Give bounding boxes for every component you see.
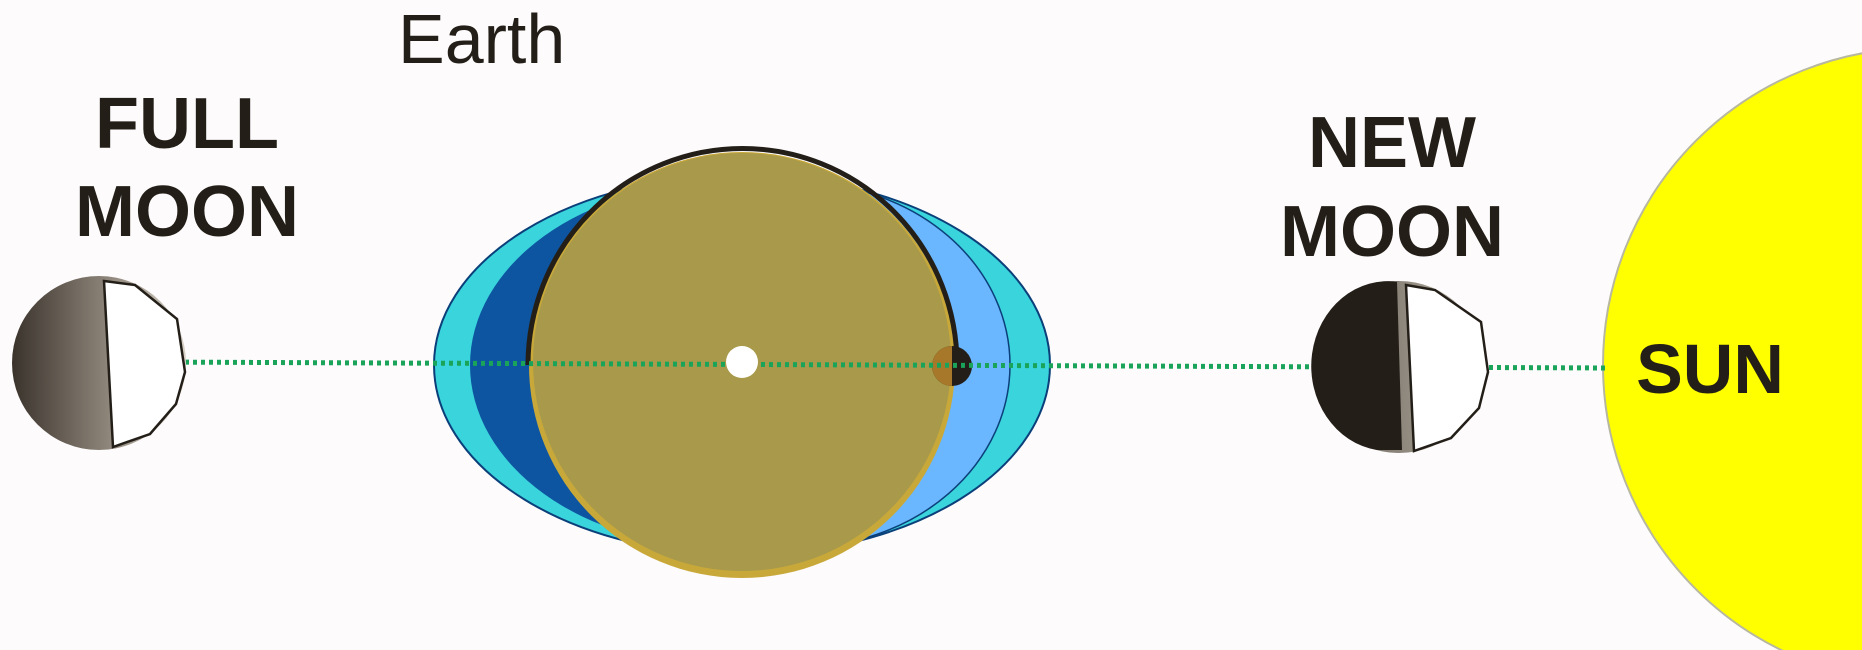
earth-shadow-edge: [525, 145, 960, 366]
new-moon-label-line2: MOON: [1280, 192, 1504, 272]
observer-on-earth: [932, 346, 972, 386]
new-moon-label-line1: NEW: [1308, 103, 1476, 183]
new-moon-lit-half: [1404, 283, 1490, 453]
full-moon-label-line2: MOON: [75, 172, 299, 252]
new-moon: [1311, 281, 1490, 453]
sun: SUN: [1602, 52, 1862, 650]
earth-label: Earth: [398, 0, 565, 78]
full-moon-lit-half: [102, 279, 187, 449]
new-moon-dark-half: [1311, 281, 1402, 450]
sun-label: SUN: [1636, 330, 1784, 408]
full-moon-label-line1: FULL: [95, 84, 279, 164]
sun-icon: [1602, 52, 1862, 650]
full-moon: [12, 276, 187, 450]
observer-dot-icon: [726, 346, 758, 378]
